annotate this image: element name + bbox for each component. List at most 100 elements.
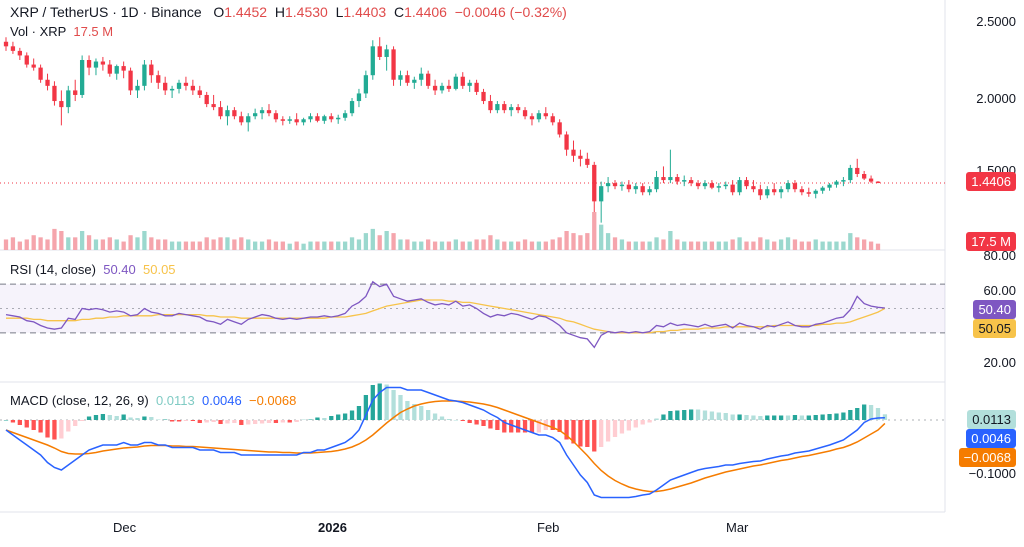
volume-bar <box>758 237 763 250</box>
macd-histogram-bar <box>799 415 805 420</box>
macd-histogram-bar <box>336 414 341 420</box>
volume-bar <box>391 233 396 250</box>
volume-bar <box>79 231 85 250</box>
rsi-tag: 50.40 <box>973 300 1016 319</box>
volume-bar <box>31 235 36 250</box>
volume-bar <box>619 239 625 250</box>
macd-histogram-bar <box>661 414 666 420</box>
candle-body <box>31 64 36 68</box>
macd-histogram-bar <box>356 406 362 420</box>
macd-histogram-bar <box>52 420 57 440</box>
candle-body <box>225 110 230 117</box>
macd-histogram-bar <box>522 420 528 433</box>
candle-body <box>377 46 382 57</box>
candle-body <box>751 186 756 190</box>
macd-histogram-bar <box>730 414 735 420</box>
volume-bar <box>751 241 756 250</box>
candle-body <box>599 186 604 202</box>
candle-body <box>149 64 154 76</box>
candle-body <box>308 116 313 120</box>
macd-histogram-bar <box>439 416 445 420</box>
volume-bar <box>398 239 403 250</box>
macd-histogram-bar <box>218 420 223 424</box>
macd-histogram-bar <box>315 417 320 420</box>
volume-bar <box>225 237 230 250</box>
macd-histogram-bar <box>834 413 839 420</box>
volume-bar <box>266 239 272 250</box>
candle-body <box>100 61 106 65</box>
volume-bar <box>626 241 632 250</box>
volume-bar <box>156 239 161 250</box>
volume-bar <box>453 239 458 250</box>
macd-histogram-bar <box>550 420 555 430</box>
macd-histogram-bar <box>557 420 562 432</box>
macd-histogram-bar <box>481 420 486 426</box>
volume-bar <box>135 237 140 250</box>
macd-histogram-bar <box>107 415 112 420</box>
candle-body <box>197 90 202 95</box>
candle-body <box>661 177 666 181</box>
macd-line <box>5 386 885 499</box>
candle-body <box>259 110 265 114</box>
volume-bar <box>799 241 805 250</box>
candle-body <box>315 116 320 121</box>
candle-body <box>668 177 673 181</box>
macd-histogram-bar <box>772 415 777 420</box>
volume-bar <box>529 241 535 250</box>
volume-bar <box>3 239 9 250</box>
macd-histogram-bar <box>841 412 846 420</box>
candle-body <box>426 73 431 86</box>
macd-tag: 0.0046 <box>966 429 1016 448</box>
volume-bar <box>446 241 452 250</box>
volume-bar <box>709 241 715 250</box>
volume-bar <box>778 239 784 250</box>
macd-histogram-bar <box>142 416 147 420</box>
volume-bar <box>848 233 853 250</box>
volume-bar <box>855 237 860 250</box>
volume-bar <box>474 239 479 250</box>
volume-bar <box>66 237 71 250</box>
macd-histogram-bar <box>778 415 784 420</box>
candle-body <box>363 75 369 94</box>
macd-histogram-bar <box>827 414 832 420</box>
macd-histogram-bar <box>785 415 791 420</box>
volume-bar <box>515 241 521 250</box>
candle-body <box>211 104 216 108</box>
candle-body <box>52 85 57 102</box>
volume-bar <box>875 243 881 250</box>
candle-body <box>370 46 375 76</box>
volume-bar <box>612 237 618 250</box>
price-axis-label: 2.0000 <box>976 91 1016 106</box>
volume-bar <box>688 241 694 250</box>
volume-bar <box>24 239 29 250</box>
macd-histogram-bar <box>308 419 313 420</box>
macd-histogram-bar <box>363 395 369 420</box>
macd-histogram-bar <box>280 420 285 423</box>
macd-histogram-bar <box>612 420 618 437</box>
macd-histogram-bar <box>398 395 403 420</box>
macd-histogram-bar <box>287 420 292 423</box>
macd-histogram-bar <box>169 420 175 422</box>
macd-histogram-bar <box>149 417 154 420</box>
candle-body <box>682 180 687 182</box>
candle-body <box>405 75 410 83</box>
macd-histogram-bar <box>806 415 811 420</box>
candle-body <box>218 107 223 117</box>
macd-histogram-bar <box>654 418 659 420</box>
candle-body <box>156 75 161 83</box>
candle-body <box>758 189 763 196</box>
volume-bar <box>38 237 43 250</box>
candle-body <box>135 85 140 91</box>
macd-histogram-bar <box>744 415 749 420</box>
macd-histogram-bar <box>820 414 825 420</box>
candle-body <box>86 60 92 68</box>
candle-body <box>744 180 749 187</box>
macd-histogram-bar <box>176 420 182 422</box>
volume-bar <box>841 241 846 250</box>
volume-label: Vol · XRP <box>10 24 67 39</box>
candle-body <box>349 101 355 114</box>
volume-bar <box>426 239 431 250</box>
candle-body <box>163 82 168 91</box>
volume-bar <box>384 231 389 250</box>
